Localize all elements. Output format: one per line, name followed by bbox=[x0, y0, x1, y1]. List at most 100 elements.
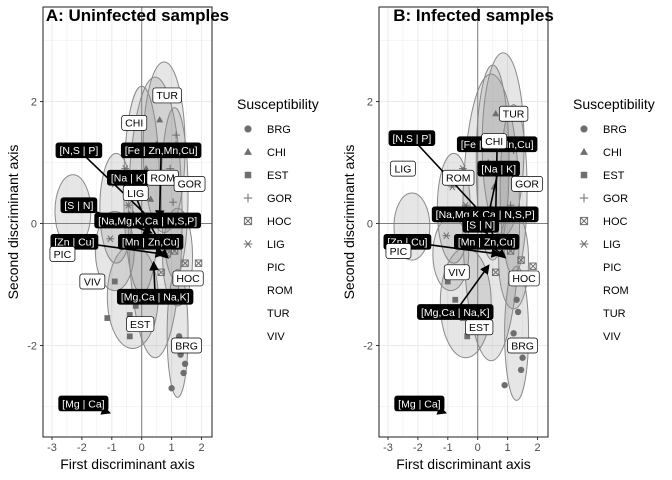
x-tick-label: -1 bbox=[107, 442, 117, 454]
legend-label-gor: GOR bbox=[603, 193, 628, 205]
vector-label-text: [Mn | Zn,Cu] bbox=[122, 237, 180, 249]
legend-label-rom: ROM bbox=[267, 285, 293, 297]
group-label-chi-box bbox=[121, 115, 148, 131]
group-label-rom: ROM bbox=[442, 169, 475, 186]
vector-label: [S | N] bbox=[462, 216, 500, 233]
vector-label-box bbox=[55, 142, 103, 159]
x-tick-label: 1 bbox=[505, 442, 511, 454]
vector-label-text: [Na | K] bbox=[111, 173, 146, 185]
legend-key-brg bbox=[244, 125, 252, 133]
group-label-gor-text: GOR bbox=[515, 179, 539, 191]
legend-label-lig: LIG bbox=[267, 239, 285, 251]
y-tick-label: -2 bbox=[27, 341, 37, 353]
group-label-est-text: EST bbox=[469, 322, 490, 334]
legend-label-pic: PIC bbox=[267, 262, 285, 274]
group-label-lig-text: LIG bbox=[127, 188, 144, 200]
group-label-viv-box bbox=[443, 264, 470, 281]
vector-label-text: [Mg,Ca | Na,K] bbox=[421, 307, 490, 319]
group-label-gor: GOR bbox=[511, 176, 543, 192]
vector-label: [Na | K] bbox=[477, 160, 520, 177]
group-label-viv: VIV bbox=[79, 273, 106, 290]
vector-label-text: [Zn | Cu] bbox=[54, 237, 94, 249]
x-tick-label: 0 bbox=[139, 442, 145, 454]
group-label-hoc-box bbox=[172, 270, 204, 287]
vector-label: [Mn | Zn,Cu] bbox=[118, 233, 184, 250]
group-label-gor-box bbox=[173, 176, 206, 192]
legend-label-tur: TUR bbox=[267, 308, 290, 320]
x-tick-label: -3 bbox=[383, 442, 393, 454]
point-hoc bbox=[529, 262, 537, 270]
point-hoc bbox=[491, 268, 500, 277]
vector-label-box bbox=[462, 216, 500, 233]
group-label-pic-text: PIC bbox=[54, 249, 72, 261]
group-label-chi: CHI bbox=[481, 133, 508, 150]
legend-key-est bbox=[580, 171, 588, 179]
vector-label-text: [S | N] bbox=[64, 200, 93, 212]
legend-key-chi bbox=[244, 147, 252, 155]
group-label-tur: TUR bbox=[152, 87, 182, 104]
group-label-tur-box bbox=[152, 87, 182, 104]
legend-label-hoc: HOC bbox=[267, 216, 292, 228]
vector-label: [Zn | Cu] bbox=[50, 233, 99, 250]
group-label-gor-box bbox=[511, 176, 543, 192]
y-tick-label: 0 bbox=[31, 219, 37, 231]
group-label-tur: TUR bbox=[498, 105, 529, 122]
legend-key-lig bbox=[243, 240, 253, 248]
group-label-tur-text: TUR bbox=[503, 109, 525, 121]
group-label-lig-box bbox=[390, 160, 416, 177]
x-tick-label: 2 bbox=[534, 442, 540, 454]
vector-label: [Mg,Ca | Na,K] bbox=[417, 304, 494, 320]
group-label-est-box bbox=[126, 316, 155, 333]
group-label-brg: BRG bbox=[171, 337, 202, 354]
point-lig bbox=[124, 201, 133, 209]
group-label-viv-text: VIV bbox=[84, 276, 101, 288]
x-tick-label: 0 bbox=[475, 442, 481, 454]
vector-label-box bbox=[60, 197, 98, 214]
group-label-viv-text: VIV bbox=[448, 267, 465, 279]
panel-title: B: Infected samples bbox=[393, 6, 554, 25]
ellipse-viv bbox=[94, 210, 135, 292]
group-label-pic: PIC bbox=[49, 246, 76, 262]
group-label-rom-text: ROM bbox=[150, 173, 175, 185]
vector-label-box bbox=[58, 395, 109, 412]
point-gor bbox=[172, 131, 180, 139]
group-label-hoc-box bbox=[508, 270, 540, 287]
legend-label-viv: VIV bbox=[603, 331, 621, 343]
group-label-lig-box bbox=[122, 185, 149, 201]
group-label-est-text: EST bbox=[130, 319, 151, 331]
group-label-brg-box bbox=[507, 337, 538, 354]
point-chi bbox=[156, 116, 164, 123]
group-label-brg-text: BRG bbox=[511, 340, 534, 352]
legend-label-est: EST bbox=[267, 170, 289, 182]
group-label-gor: GOR bbox=[173, 176, 206, 192]
group-label-hoc: HOC bbox=[172, 270, 204, 287]
legend-label-hoc: HOC bbox=[603, 216, 628, 228]
group-label-chi-text: CHI bbox=[485, 136, 503, 148]
point-brg bbox=[510, 330, 517, 337]
panel-a: [Mg | Ca] [Mg,Ca | Na,K] [Mn | Zn,Cu] [Zn |… bbox=[5, 6, 319, 472]
group-label-lig: LIG bbox=[122, 185, 149, 201]
legend-label-viv: VIV bbox=[267, 331, 285, 343]
x-tick-label: 1 bbox=[169, 442, 175, 454]
group-label-viv-box bbox=[79, 273, 106, 290]
group-label-chi-box bbox=[481, 133, 508, 150]
y-axis-title: Second discriminant axis bbox=[341, 145, 357, 300]
x-tick-label: -3 bbox=[47, 442, 57, 454]
vector-label: [N,S | P] bbox=[55, 142, 103, 159]
panel-b: [Mg | Ca][Mg,Ca | Na,K][Mn | Zn,Cu][Zn |… bbox=[341, 6, 655, 472]
point-lig bbox=[106, 235, 115, 243]
point-brg bbox=[501, 381, 508, 389]
point-hoc bbox=[181, 259, 189, 267]
vector-arrow bbox=[491, 144, 501, 220]
legend-key-hoc bbox=[579, 216, 589, 226]
vector-arrow bbox=[78, 149, 157, 226]
vector-label: [Fe | Zn,Mn,Cu] bbox=[120, 142, 202, 159]
panel-border bbox=[378, 6, 549, 438]
point-gor bbox=[169, 198, 177, 207]
legend-label-pic: PIC bbox=[603, 262, 621, 274]
x-axis-title: First discriminant axis bbox=[396, 456, 531, 472]
vector-label: [Mg | Ca] bbox=[394, 395, 445, 412]
vector-label-text: [Mn | Zn,Cu] bbox=[458, 237, 516, 249]
group-label-rom-box bbox=[442, 169, 475, 186]
legend-label-est: EST bbox=[603, 170, 625, 182]
